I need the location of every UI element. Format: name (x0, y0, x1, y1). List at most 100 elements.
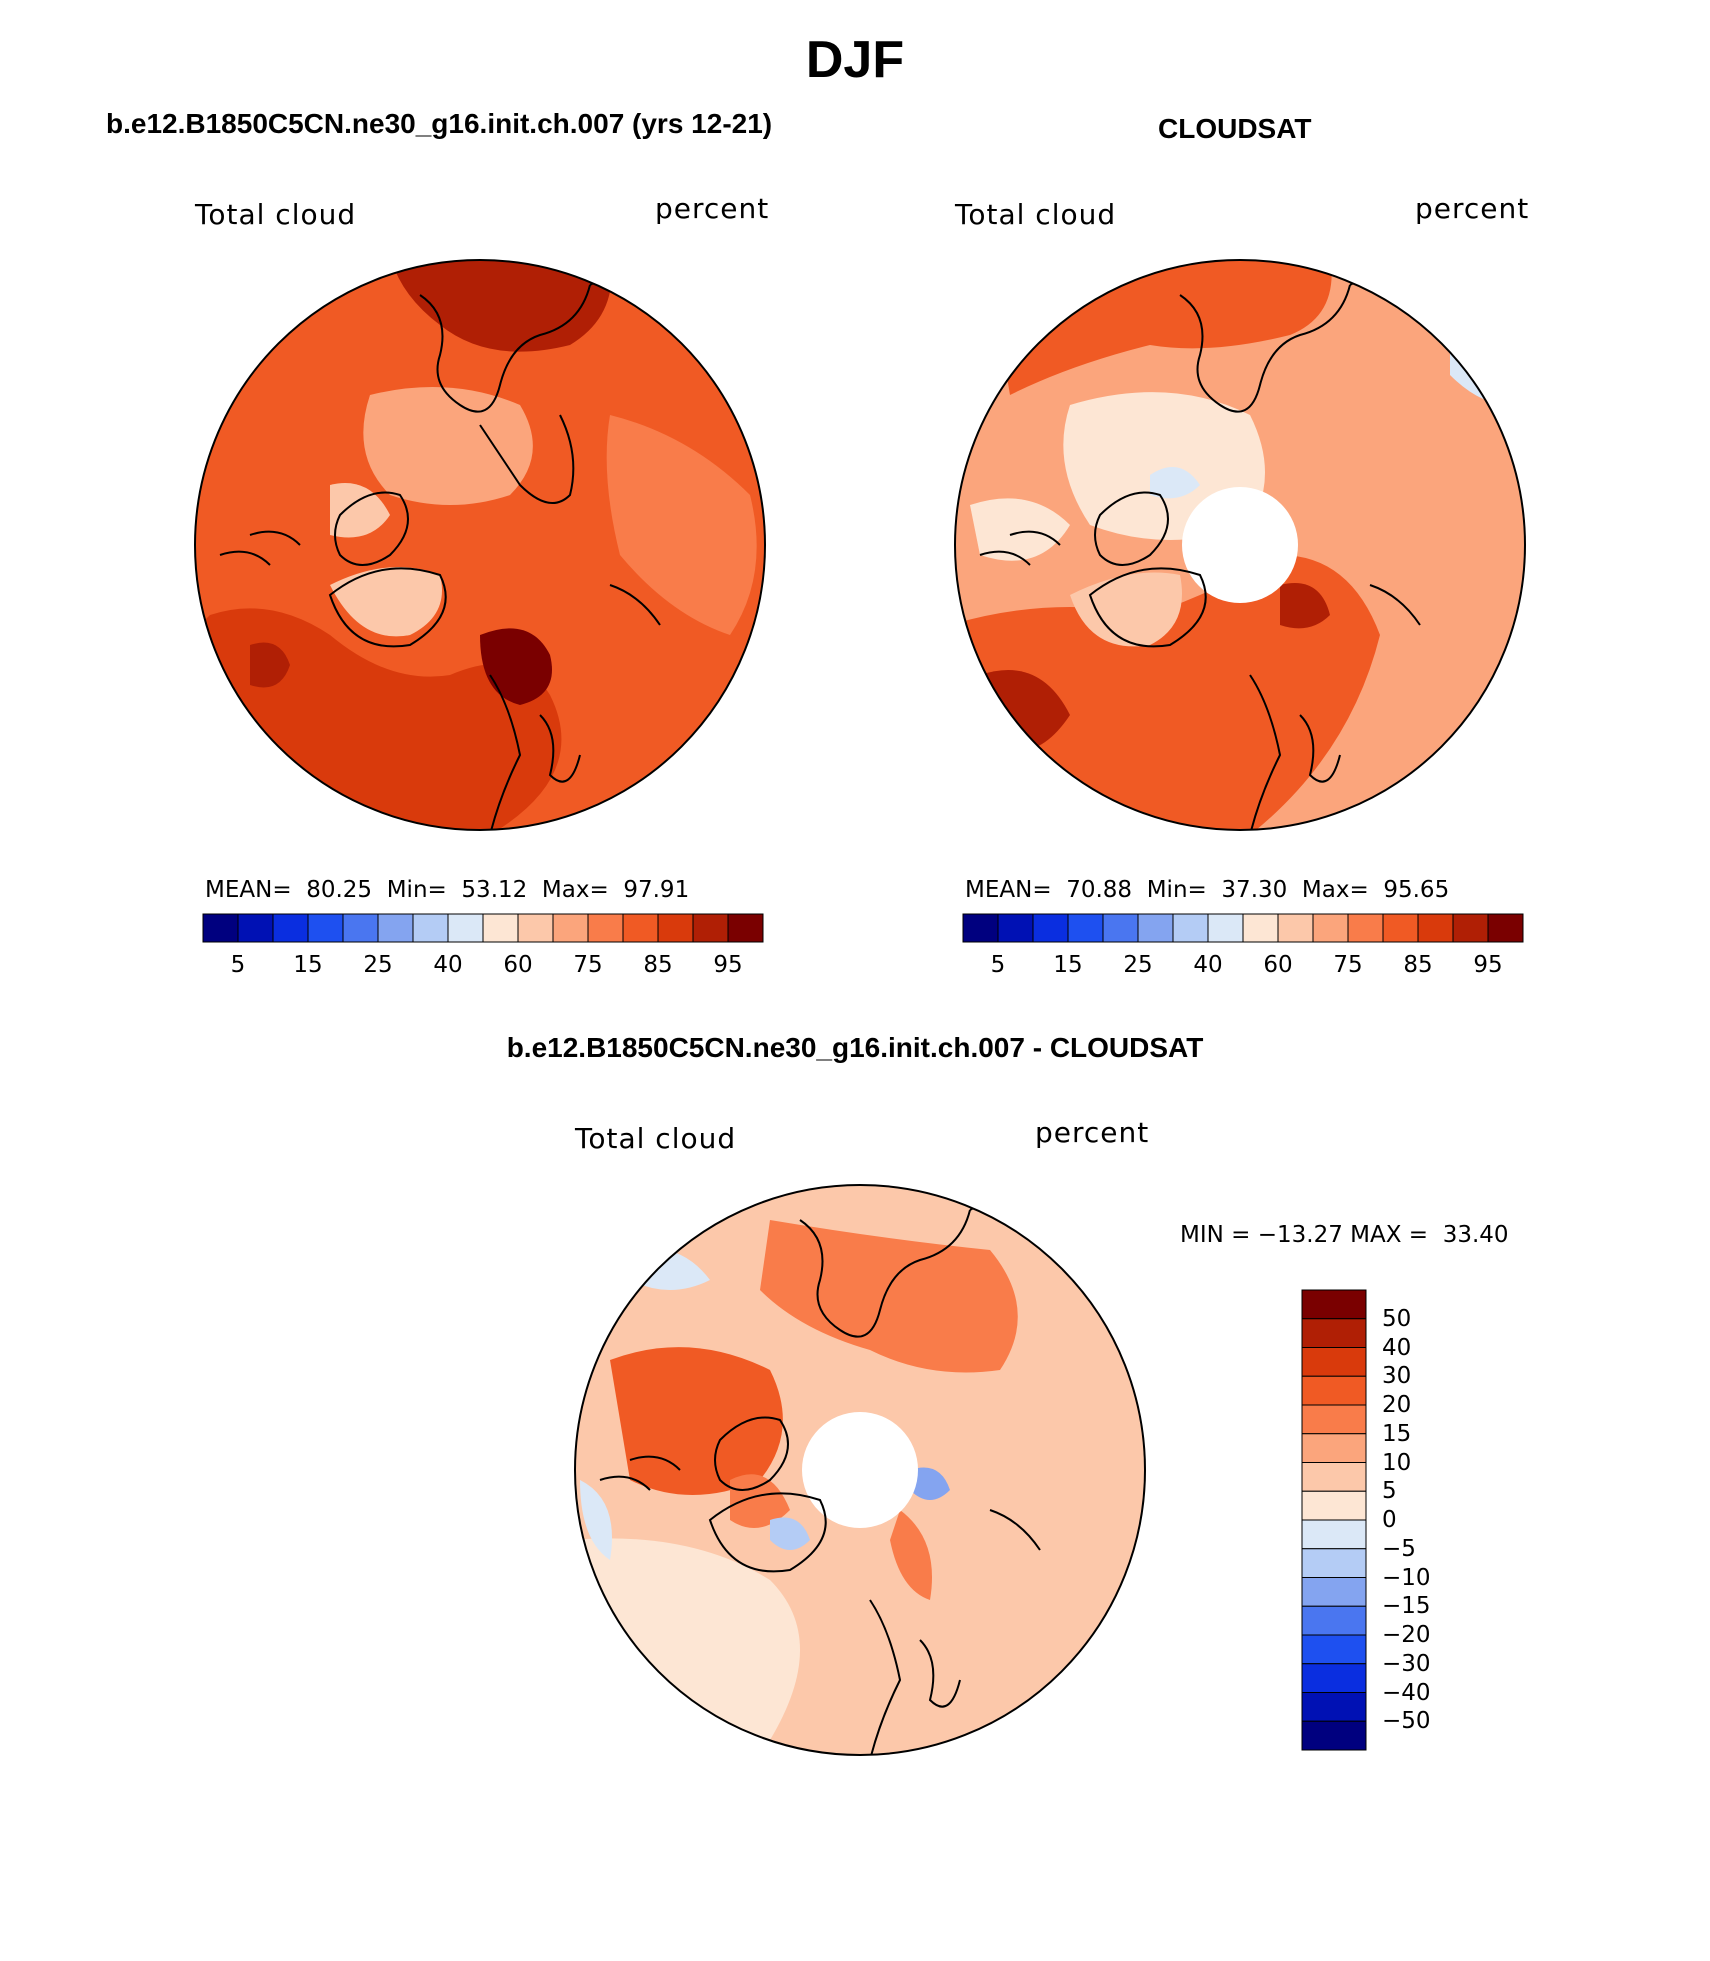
diff-colorbar-swatch (1301, 1519, 1367, 1550)
obs-coastline (1009, 530, 1061, 546)
obs-colorbar-tick-label: 40 (1193, 952, 1223, 978)
model-colorbar-swatch (342, 913, 379, 943)
diff-colorbar-swatch (1301, 1634, 1367, 1665)
model-colorbar-tick-label: 60 (503, 952, 533, 978)
diff-colorbar-swatch (1301, 1577, 1367, 1607)
obs-max-label: Max= (1301, 877, 1369, 903)
model-east-region (606, 415, 757, 635)
model-units-label: percent (655, 192, 770, 225)
obs-variable-label: Total cloud (955, 198, 1117, 231)
obs-coastline (1088, 567, 1207, 648)
diff-colorbar-swatch (1301, 1433, 1367, 1463)
obs-polar-map (954, 259, 1526, 831)
model-min-value: 53.12 (461, 877, 528, 903)
obs-colorbar-swatch (1312, 913, 1349, 943)
model-colorbar-tick-label: 75 (573, 952, 603, 978)
model-colorbar-swatch (412, 913, 449, 943)
model-max-label: Max= (541, 877, 609, 903)
diff-colorbar-swatch (1301, 1720, 1367, 1751)
model-colorbar-swatch (692, 913, 729, 943)
obs-colorbar-swatch (1102, 913, 1139, 943)
model-variable-label: Total cloud (195, 198, 357, 231)
obs-coastline (1299, 714, 1341, 783)
diff-polar-hole (802, 1412, 918, 1528)
diff-colorbar-tick-label: 40 (1382, 1334, 1412, 1361)
diff-colorbar-tick-label: −15 (1382, 1593, 1431, 1620)
obs-colorbar-tick-label: 25 (1123, 952, 1153, 978)
diff-polar-map (574, 1184, 1146, 1756)
obs-coastline (979, 550, 1031, 566)
obs-coastline (1369, 584, 1421, 626)
diff-positive-region (760, 1220, 1018, 1373)
obs-mean-label: MEAN= (965, 877, 1052, 903)
model-max-value: 97.91 (623, 877, 690, 903)
diff-colorbar-tick-label: −20 (1382, 1622, 1431, 1648)
diff-minmax-text: MIN = −13.27 MAX = 33.40 (1180, 1222, 1509, 1248)
diff-coastline (989, 1509, 1041, 1551)
obs-canada-low-region (970, 498, 1070, 561)
diff-colorbar-swatch (1301, 1663, 1367, 1693)
obs-mean-value: 70.88 (1066, 877, 1133, 903)
obs-coastline (1179, 284, 1351, 413)
model-coastline (609, 584, 661, 626)
obs-colorbar-swatch (997, 913, 1034, 943)
obs-colorbar (962, 913, 1524, 943)
diff-colorbar-tick-label: −30 (1382, 1650, 1431, 1677)
diff-colorbar-tick-label: −50 (1382, 1708, 1431, 1735)
obs-colorbar-swatch (1277, 913, 1314, 943)
obs-min-label: Min= (1146, 877, 1207, 903)
model-colorbar-swatch (272, 913, 309, 943)
model-coastline (539, 714, 581, 783)
model-mean-label: MEAN= (205, 877, 292, 903)
obs-colorbar-swatch (1032, 913, 1069, 943)
diff-colorbar-swatch (1301, 1462, 1367, 1492)
diff-coastline (969, 1185, 1011, 1211)
model-stats: MEAN= 80.25 Min= 53.12 Max= 97.91 (205, 877, 689, 903)
model-coastline (589, 260, 631, 286)
obs-max-cloud-region (1280, 583, 1330, 629)
obs-colorbar-swatch (1137, 913, 1174, 943)
model-min-label: Min= (386, 877, 447, 903)
diff-colorbar-swatch (1301, 1404, 1367, 1435)
model-coastline (479, 414, 575, 504)
diff-coastline (869, 1599, 902, 1755)
diff-colorbar-tick-label: −5 (1382, 1535, 1416, 1562)
obs-colorbar-tick-label: 5 (990, 952, 1006, 978)
diff-colorbar-swatch (1301, 1318, 1367, 1348)
model-coastline (249, 530, 301, 546)
model-colorbar-swatch (482, 913, 519, 943)
diff-colorbar-tick-label: 10 (1382, 1449, 1412, 1476)
model-colorbar-swatch (727, 913, 764, 943)
model-polar-map (194, 259, 766, 831)
model-colorbar-swatch (622, 913, 659, 943)
model-arctic-low-region (363, 387, 533, 505)
diff-variable-label: Total cloud (575, 1122, 737, 1155)
diff-colorbar-swatch (1301, 1375, 1367, 1406)
diff-colorbar-tick-label: 5 (1382, 1478, 1397, 1505)
diff-colorbar-tick-label: −40 (1382, 1679, 1431, 1706)
obs-coastline (1249, 674, 1282, 830)
model-colorbar-tick-label: 15 (293, 952, 323, 978)
diff-units-label: percent (1035, 1116, 1150, 1149)
model-colorbar (202, 913, 764, 943)
obs-colorbar-tick-label: 75 (1333, 952, 1363, 978)
obs-coastline (1349, 260, 1391, 286)
model-map-border (194, 259, 766, 831)
model-north-pacific-region (390, 260, 612, 352)
obs-colorbar-tick-label: 85 (1403, 952, 1433, 978)
obs-colorbar-swatch (1347, 913, 1384, 943)
obs-colorbar-swatch (1382, 913, 1419, 943)
obs-colorbar-swatch (1172, 913, 1209, 943)
diff-colorbar-tick-label: 20 (1382, 1392, 1412, 1418)
obs-min-value: 37.30 (1221, 877, 1288, 903)
diff-coastline (799, 1209, 971, 1338)
diff-negative-region (770, 1517, 810, 1550)
obs-colorbar-tick-label: 15 (1053, 952, 1083, 978)
obs-colorbar-tick-label: 95 (1473, 952, 1503, 978)
diff-panel-title: b.e12.B1850C5CN.ne30_g16.init.ch.007 - C… (506, 1032, 1204, 1063)
obs-colorbar-swatch (1487, 913, 1524, 943)
model-max-cloud-region (480, 628, 552, 705)
diff-colorbar-tick-label: −10 (1382, 1564, 1431, 1591)
diff-colorbar-swatch (1301, 1605, 1367, 1636)
diff-colorbar-tick-label: 30 (1382, 1363, 1412, 1390)
